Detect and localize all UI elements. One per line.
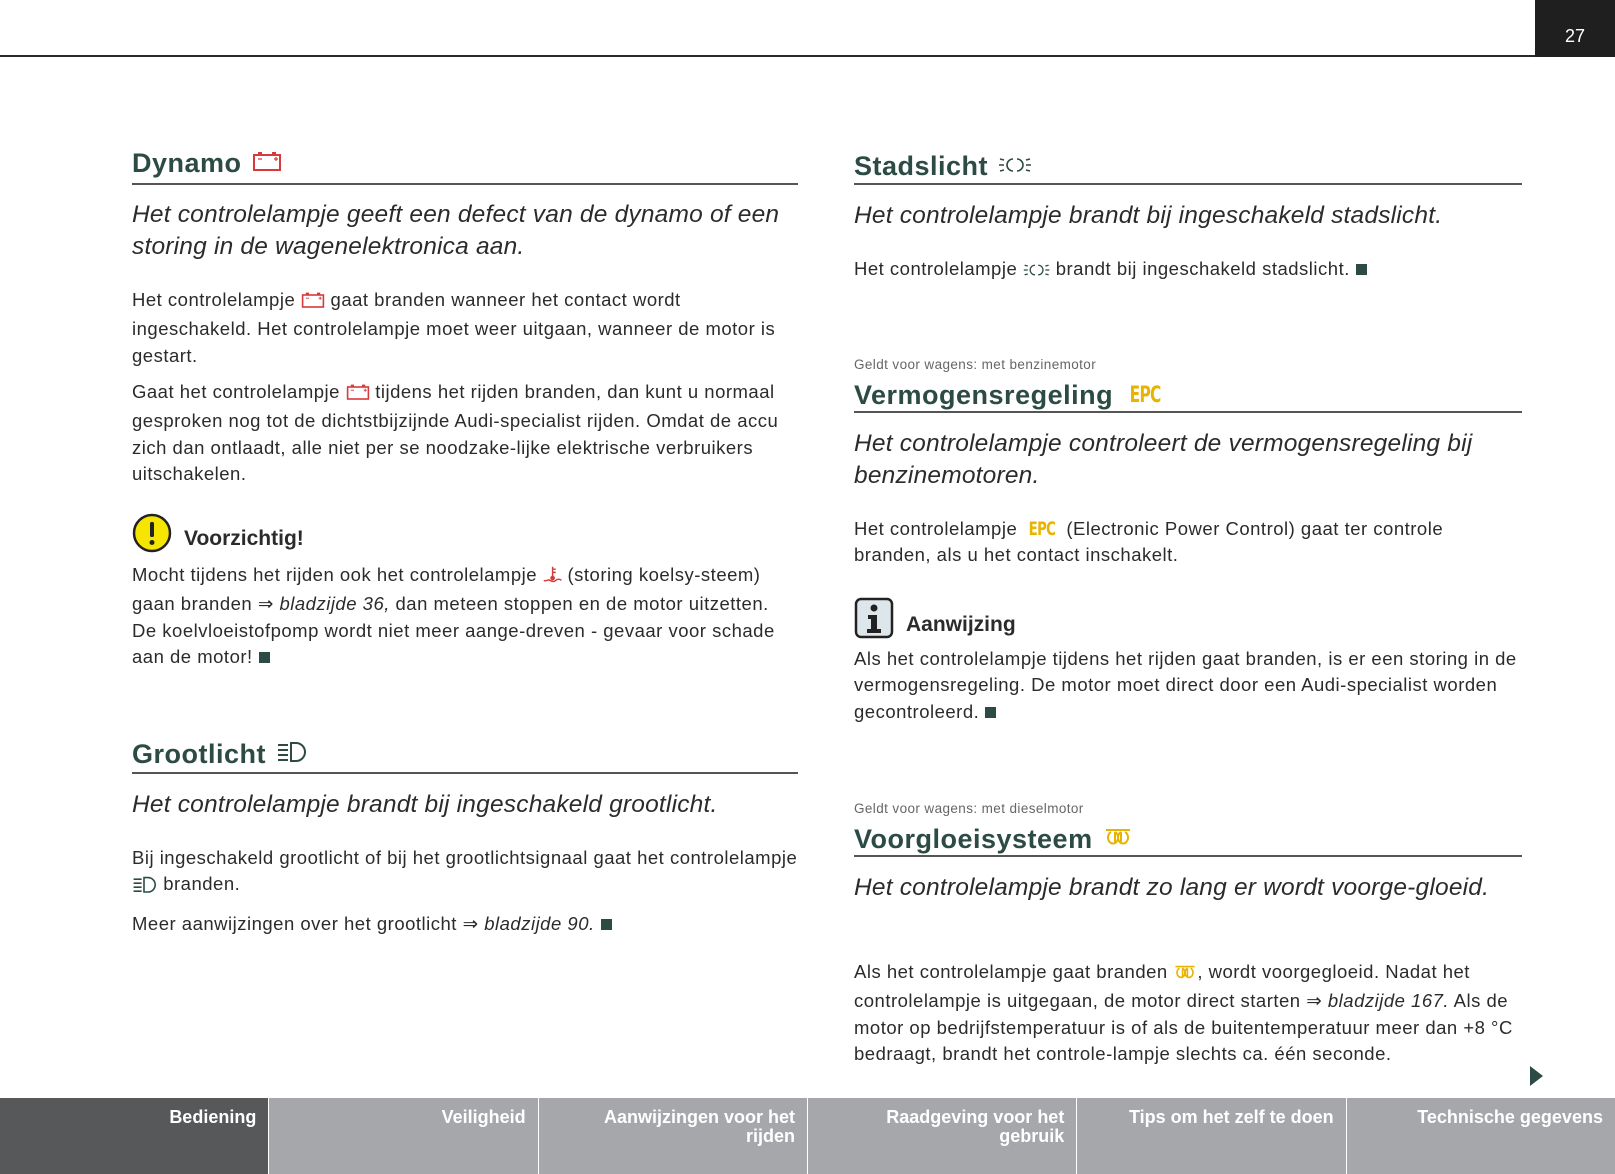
text-run: gaat branden wanneer het contact wordt i… xyxy=(132,289,776,366)
parking-light-icon xyxy=(998,151,1032,182)
caution-text: Mocht tijdens het rijden ook het control… xyxy=(132,562,798,670)
tab-aanwijzingen[interactable]: Aanwijzingen voor het rijden xyxy=(537,1098,807,1174)
end-of-section-mark xyxy=(985,706,997,718)
tab-bediening[interactable]: Bediening xyxy=(0,1098,269,1174)
note-title-text: Aanwijzing xyxy=(906,613,1016,636)
stadslicht-heading: Stadslicht xyxy=(854,149,1522,183)
next-page-arrow-icon[interactable] xyxy=(1530,1066,1543,1086)
heading-text: Dynamo xyxy=(132,147,242,178)
exclamation-circle-icon xyxy=(132,513,172,553)
page-reference: bladzijde 90. xyxy=(484,913,595,934)
heading-rule xyxy=(132,772,798,774)
left-column: Dynamo Het controlelampje geeft een defe… xyxy=(132,0,798,1090)
end-of-section-mark xyxy=(258,651,270,663)
battery-icon xyxy=(252,148,282,179)
voorgloeisysteem-heading: Voorgloeisysteem xyxy=(854,822,1522,856)
right-column: Stadslicht Het controlelampje brandt bij… xyxy=(854,0,1522,1090)
battery-icon xyxy=(346,382,370,408)
caution-title: Voorzichtig! xyxy=(132,513,798,553)
grootlicht-paragraph: Bij ingeschakeld grootlicht of bij het g… xyxy=(132,845,798,901)
text-run: Bij ingeschakeld grootlicht of bij het g… xyxy=(132,847,798,868)
text-run: (Electronic Power Control) gaat ter cont… xyxy=(854,518,1444,566)
text-run: Het controlelampje xyxy=(132,289,301,310)
grootlicht-paragraph: Meer aanwijzingen over het grootlicht ⇒ … xyxy=(132,911,798,937)
text-run: , wordt voorgegloeid. Nadat het controle… xyxy=(854,961,1470,1012)
vermogensregeling-paragraph: Het controlelampje EPC (Electronic Power… xyxy=(854,516,1522,569)
voorgloeisysteem-lead: Het controlelampje brandt zo lang er wor… xyxy=(854,874,1490,901)
heading-rule xyxy=(854,855,1522,857)
heading-rule xyxy=(854,183,1522,185)
tab-technische-gegevens[interactable]: Technische gegevens xyxy=(1345,1098,1615,1174)
heading-text: Stadslicht xyxy=(854,150,989,181)
heading-text: Voorgloeisysteem xyxy=(854,823,1093,854)
text-run: brandt bij ingeschakeld stadslicht. xyxy=(1050,258,1350,279)
text-run: (storing koelsy-steem) gaan branden ⇒ xyxy=(132,564,761,615)
grootlicht-lead: Het controlelampje brandt bij ingeschake… xyxy=(132,791,718,818)
glow-plug-icon xyxy=(1173,962,1197,988)
battery-icon xyxy=(301,290,325,316)
text-run: Als de motor op bedrijfstemperatuur is o… xyxy=(854,990,1513,1064)
heading-rule xyxy=(854,411,1522,413)
epc-icon: EPC xyxy=(1028,518,1056,540)
dynamo-lead: Het controlelampje geeft een defect van … xyxy=(132,201,780,260)
text-run: branden. xyxy=(157,873,241,895)
tab-raadgeving[interactable]: Raadgeving voor het gebruik xyxy=(806,1098,1077,1174)
heading-text: Vermogensregeling xyxy=(854,379,1114,410)
page-number: 27 xyxy=(1535,0,1615,57)
vermogensregeling-lead: Het controlelampje controleert de vermog… xyxy=(854,430,1473,489)
dynamo-heading: Dynamo xyxy=(132,146,798,180)
heading-text: Grootlicht xyxy=(132,738,266,769)
note-text: Als het controlelampje tijdens het rijde… xyxy=(854,646,1522,725)
end-of-section-mark xyxy=(1355,264,1367,275)
voorgloeisysteem-paragraph: Als het controlelampje gaat branden , wo… xyxy=(854,959,1522,1067)
coolant-temperature-icon xyxy=(543,565,562,591)
text-run: Mocht tijdens het rijden ook het control… xyxy=(132,564,543,585)
stadslicht-paragraph: Het controlelampje brandt bij ingeschake… xyxy=(854,256,1522,285)
heading-rule xyxy=(132,183,798,185)
text-run: Het controlelampje xyxy=(854,258,1023,279)
text-run: Meer aanwijzingen over het grootlicht ⇒ xyxy=(132,913,485,934)
info-icon xyxy=(854,597,894,639)
text-run: dan meteen stoppen en de motor uitzetten… xyxy=(132,593,775,667)
high-beam-icon xyxy=(132,874,158,900)
applies-to-note: Geldt voor wagens: met dieselmotor xyxy=(854,801,1084,816)
high-beam-icon xyxy=(276,739,308,770)
glow-plug-icon xyxy=(1103,824,1133,855)
tab-veiligheid[interactable]: Veiligheid xyxy=(268,1098,538,1174)
grootlicht-heading: Grootlicht xyxy=(132,737,798,771)
text-run: Gaat het controlelampje xyxy=(132,381,346,402)
stadslicht-lead: Het controlelampje brandt bij ingeschake… xyxy=(854,202,1443,229)
note-title: Aanwijzing xyxy=(854,597,1522,639)
epc-icon: EPC xyxy=(1129,382,1162,408)
text-run: Als het controlelampje gaat branden xyxy=(854,961,1174,982)
dynamo-paragraph: Het controlelampje gaat branden wanneer … xyxy=(132,287,798,369)
vermogensregeling-heading: Vermogensregeling EPC xyxy=(854,378,1522,412)
page-reference: bladzijde 36, xyxy=(279,593,390,615)
chapter-tabs: Bediening Veiligheid Aanwijzingen voor h… xyxy=(0,1098,1615,1174)
dynamo-paragraph: Gaat het controlelampje tijdens het rijd… xyxy=(132,379,798,487)
text-run: Het controlelampje xyxy=(854,518,1023,539)
text-run: Als het controlelampje tijdens het rijde… xyxy=(854,648,1517,722)
applies-to-note: Geldt voor wagens: met benzinemotor xyxy=(854,357,1097,372)
page-reference: bladzijde 167. xyxy=(1327,990,1450,1012)
caution-title-text: Voorzichtig! xyxy=(184,527,304,550)
end-of-section-mark xyxy=(600,919,612,930)
tab-tips[interactable]: Tips om het zelf te doen xyxy=(1076,1098,1346,1174)
parking-light-icon xyxy=(1023,259,1050,285)
header-rule xyxy=(0,55,1535,57)
text-run: tijdens het rijden branden, dan kunt u n… xyxy=(132,381,779,484)
